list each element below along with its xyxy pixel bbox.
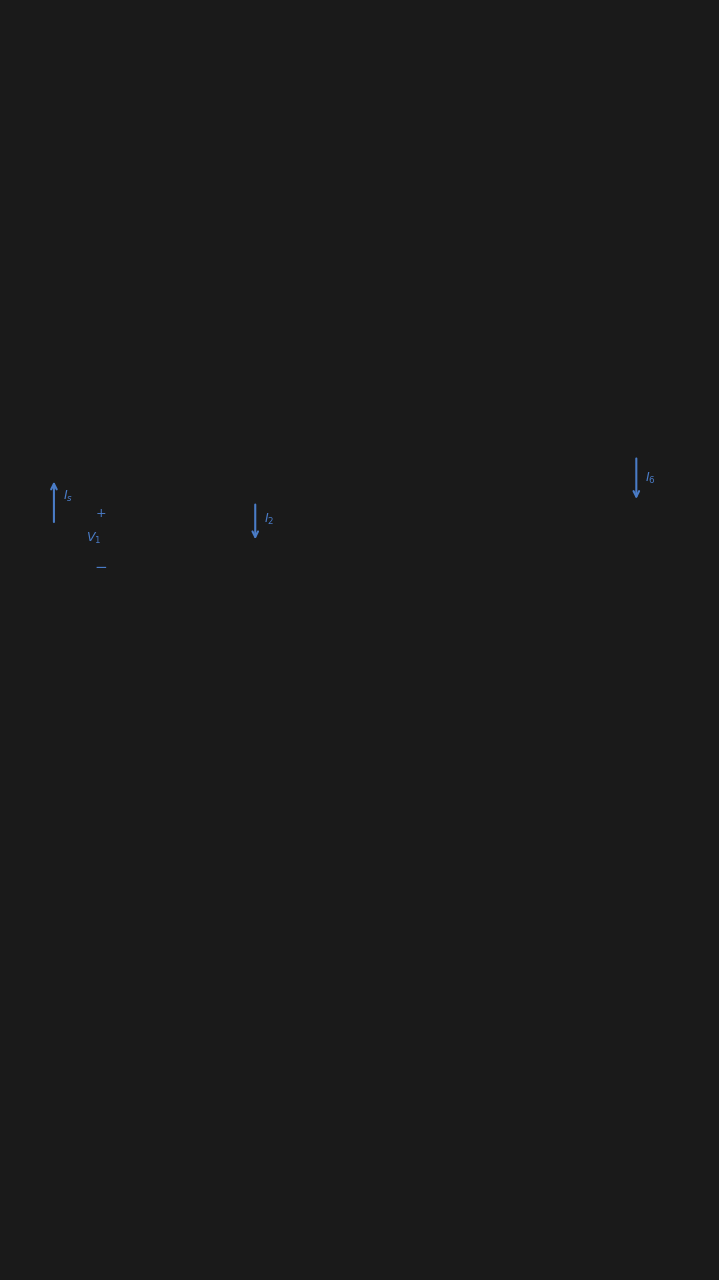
Text: +: +: [78, 513, 89, 527]
Text: $I_2$: $I_2$: [264, 512, 274, 526]
Text: E = 28 V: E = 28 V: [25, 534, 80, 547]
Text: −: −: [78, 559, 91, 573]
Text: $I_6$: $I_6$: [645, 471, 656, 486]
Text: 10.4 kΩ: 10.4 kΩ: [586, 550, 629, 561]
Text: $I_s$: $I_s$: [63, 489, 73, 503]
Text: $R_1$: $R_1$: [140, 521, 155, 536]
Text: Figure: Figure: [665, 724, 705, 737]
Text: 12 kΩ: 12 kΩ: [219, 550, 252, 561]
Text: $R_4$: $R_4$: [460, 270, 475, 285]
Text: 12 kΩ: 12 kΩ: [140, 550, 173, 561]
Text: 3 kΩ: 3 kΩ: [327, 550, 352, 561]
Text: $R_2$: $R_2$: [219, 521, 234, 536]
Text: $R_3$: $R_3$: [327, 521, 342, 536]
Text: Q3: For the circuit shown in figure (2), determine $V_1$, $V_5$, $I_2$ and $I_6$: Q3: For the circuit shown in figure (2),…: [14, 317, 495, 337]
Text: $V_1$: $V_1$: [86, 531, 101, 547]
Text: $R_5$: $R_5$: [460, 346, 475, 360]
Text: +: +: [96, 507, 106, 520]
Text: $V_s$: $V_s$: [421, 425, 435, 440]
Text: +: +: [406, 422, 417, 435]
Text: $R_6$: $R_6$: [586, 521, 601, 536]
Text: −: −: [449, 421, 462, 436]
Text: 9 kΩ: 9 kΩ: [454, 326, 480, 337]
Text: −: −: [94, 559, 107, 575]
Bar: [140, 433, 277, 652]
Text: 6 kΩ: 6 kΩ: [454, 402, 480, 412]
